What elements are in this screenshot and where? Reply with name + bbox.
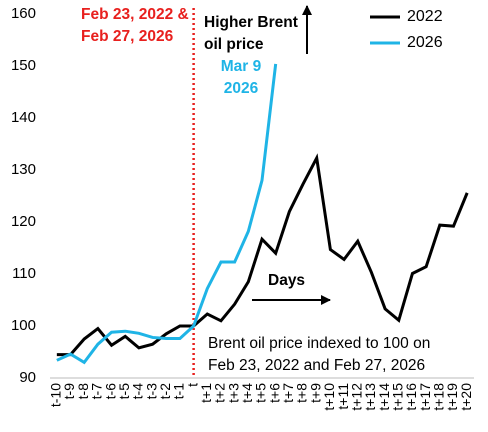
x-tick-label: t-1 (171, 383, 187, 400)
annotation: Brent oil price indexed to 100 on (208, 335, 430, 352)
y-tick-label: 90 (19, 369, 36, 386)
x-tick-label: t+20 (458, 383, 474, 411)
x-tick-label: t-4 (130, 383, 146, 400)
x-tick-label: t-3 (143, 383, 159, 400)
annotation: Feb 23, 2022 and Feb 27, 2026 (208, 357, 425, 374)
x-tick-label: t+13 (362, 383, 378, 411)
annotation: Mar 9 (221, 58, 262, 75)
x-tick-label: t-9 (61, 383, 77, 400)
annotation: Feb 27, 2026 (81, 28, 174, 45)
x-tick-label: t+2 (212, 383, 228, 403)
x-tick-label: t+4 (239, 383, 255, 403)
x-tick-label: t+1 (198, 383, 214, 403)
annotation: 2026 (224, 80, 259, 97)
x-tick-label: t+11 (335, 383, 351, 410)
x-tick-label: t+10 (321, 383, 337, 411)
annotation: Higher Brent (204, 14, 298, 31)
y-tick-label: 130 (11, 161, 36, 178)
x-tick-label: t+7 (280, 383, 296, 403)
x-tick-label: t-5 (116, 383, 132, 400)
x-tick-label: t+18 (431, 383, 447, 411)
series-line (56, 63, 278, 365)
x-tick-label: t+6 (266, 383, 282, 403)
x-tick-label: t-10 (48, 383, 64, 407)
x-tick-label: t+14 (376, 383, 392, 411)
annotation: Feb 23, 2022 & (81, 6, 189, 23)
x-tick-label: t-2 (157, 383, 173, 400)
x-tick-label: t+12 (348, 383, 364, 411)
x-tick-label: t-8 (75, 383, 91, 400)
x-tick-label: t+17 (417, 383, 433, 411)
x-tick-label: t+15 (389, 383, 405, 411)
annotation: oil price (204, 36, 264, 53)
y-tick-label: 140 (11, 109, 36, 126)
x-tick-label: t+5 (253, 383, 269, 403)
x-tick-label: t-6 (102, 383, 118, 400)
legend-label: 2026 (407, 34, 443, 51)
legend-label: 2022 (407, 8, 443, 25)
x-tick-label: t-7 (89, 383, 105, 400)
y-tick-label: 150 (11, 57, 36, 74)
y-tick-label: 160 (11, 5, 36, 22)
annotation: Days (268, 272, 305, 289)
x-tick-label: t+19 (444, 383, 460, 411)
x-tick-label: t+3 (225, 383, 241, 403)
y-tick-label: 120 (11, 213, 36, 230)
x-tick-label: t+8 (294, 383, 310, 403)
y-tick-label: 110 (12, 265, 36, 282)
x-tick-label: t+16 (403, 383, 419, 411)
series-line (56, 153, 469, 357)
y-tick-label: 100 (11, 317, 36, 334)
x-tick-label: t (184, 383, 200, 387)
x-tick-label: t+9 (307, 383, 323, 403)
